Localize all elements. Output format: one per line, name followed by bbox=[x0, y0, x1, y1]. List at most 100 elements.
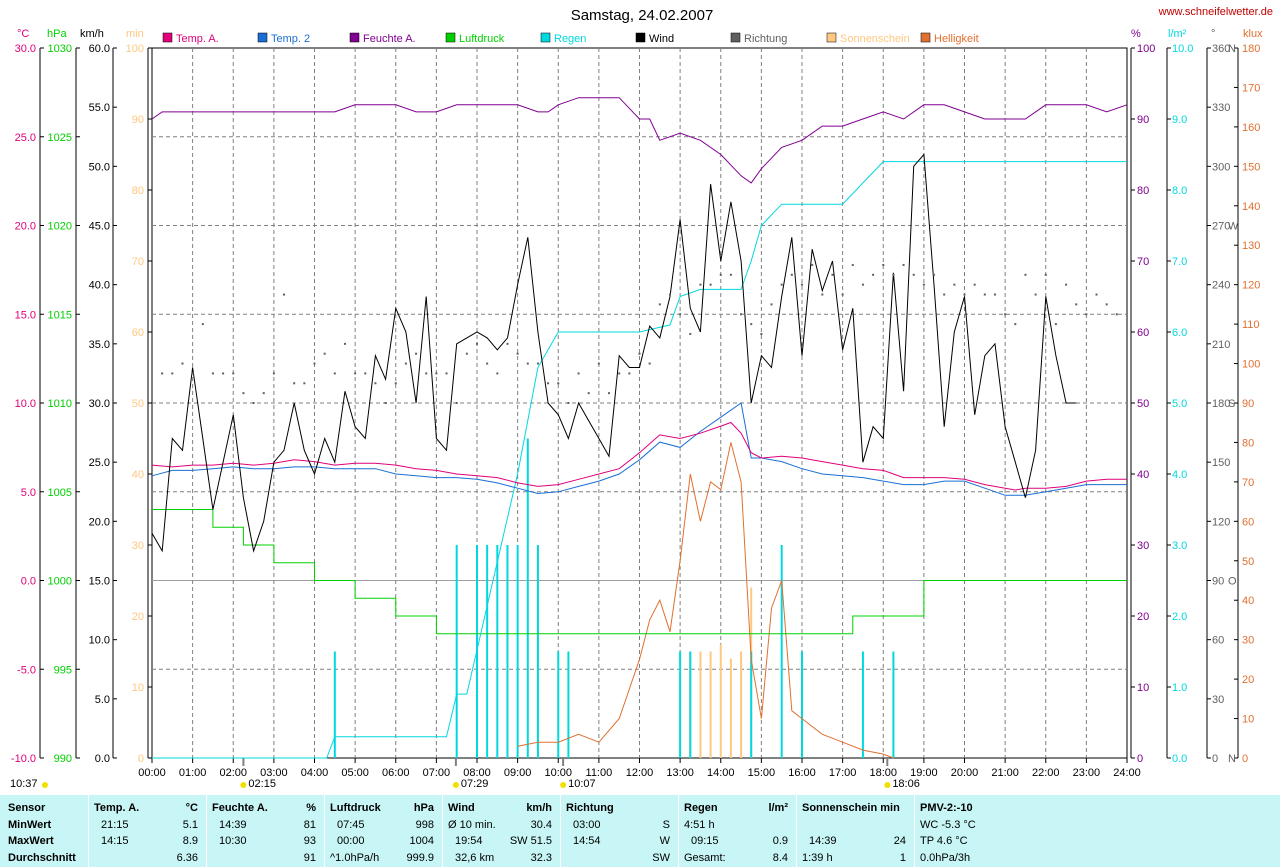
legend-label-hell: Helligkeit bbox=[934, 33, 979, 45]
axis-label-kmh: 60.0 bbox=[89, 43, 110, 55]
weather-chart: Samstag, 24.02.2007 www.schneifelwetter.… bbox=[10, 6, 1273, 790]
direction-point bbox=[283, 293, 286, 296]
stats-time: ^1.0hPa/h bbox=[330, 852, 380, 864]
axis-label-klux: 50 bbox=[1242, 556, 1254, 568]
stats-value: 1004 bbox=[409, 835, 434, 847]
legend-label-feuchte: Feuchte A. bbox=[363, 33, 416, 45]
direction-point bbox=[374, 382, 377, 385]
direction-point bbox=[912, 273, 915, 276]
site-link[interactable]: www.schneifelwetter.de bbox=[1158, 6, 1273, 18]
stats-time: 00:00 bbox=[337, 835, 365, 847]
direction-point bbox=[770, 303, 773, 306]
stats-value: 30.4 bbox=[530, 819, 552, 831]
axis-label-hpa: 1000 bbox=[48, 576, 72, 588]
direction-point bbox=[394, 382, 397, 385]
stats-pmv: PMV-2:-10 WC -5.3 °C TP 4.6 °C 0.0hPa/3h bbox=[915, 795, 1035, 867]
axis-unit-labels: °C hPa km/h min % l/m² ° klux bbox=[17, 28, 1263, 40]
direction-point bbox=[354, 372, 357, 375]
axis-label-rain: 7.0 bbox=[1172, 256, 1187, 268]
axis-label-hpa: 1015 bbox=[48, 309, 72, 321]
axis-label-rain: 0.0 bbox=[1172, 753, 1187, 765]
stats-time: 1:39 h bbox=[802, 852, 833, 864]
unit-temp: °C bbox=[17, 28, 29, 40]
direction-point bbox=[841, 293, 844, 296]
direction-point bbox=[577, 372, 580, 375]
x-tick-label: 17:00 bbox=[829, 767, 857, 779]
axis-label-deg: 210 bbox=[1212, 339, 1230, 351]
axis-label-kmh: 5.0 bbox=[95, 694, 110, 706]
axis-label-deg: 150 bbox=[1212, 457, 1230, 469]
series-regen bbox=[152, 161, 1127, 759]
axis-label-pct: 60 bbox=[1137, 327, 1149, 339]
legend-swatch-richtung bbox=[730, 32, 741, 43]
stats-value: 999.9 bbox=[406, 852, 434, 864]
stats-regen-title: Regen bbox=[684, 802, 718, 814]
direction-point bbox=[740, 313, 743, 316]
legend-label-wind: Wind bbox=[649, 33, 674, 45]
stats-richtung: Richtung 03:00 S 14:54 W SW bbox=[561, 795, 678, 867]
direction-point bbox=[1095, 293, 1098, 296]
stats-value: 8.4 bbox=[772, 852, 788, 864]
direction-point bbox=[790, 273, 793, 276]
direction-point bbox=[993, 293, 996, 296]
direction-point bbox=[882, 263, 885, 266]
axis-label-hpa: 1025 bbox=[48, 132, 72, 144]
axis-label-temp: 0.0 bbox=[21, 576, 36, 588]
axis-label-klux: 0 bbox=[1242, 753, 1248, 765]
stats-value: 0.9 bbox=[772, 835, 788, 847]
axis-label-klux: 140 bbox=[1242, 201, 1260, 213]
stats-value: 93 bbox=[303, 835, 316, 847]
axis-label-deg: 60 bbox=[1212, 635, 1224, 647]
unit-hpa: hPa bbox=[47, 28, 67, 40]
axis-label-kmh: 10.0 bbox=[89, 635, 110, 647]
axis-label-pct: 80 bbox=[1137, 185, 1149, 197]
direction-point bbox=[780, 283, 783, 286]
stats-feuchte: Feuchte A. % 14:39 81 10:30 93 91 bbox=[207, 795, 324, 867]
axis-label-klux: 70 bbox=[1242, 477, 1254, 489]
axis-label-klux: 120 bbox=[1242, 280, 1260, 292]
direction-point bbox=[171, 372, 174, 375]
legend-swatch-feuchte bbox=[349, 32, 360, 43]
stats-sonne: Sonnenschein min 14:39 24 1:39 h 1 bbox=[797, 795, 914, 867]
axis-label-deg: 0 bbox=[1212, 753, 1218, 765]
direction-point bbox=[303, 382, 306, 385]
current-time-label: 10:37 bbox=[10, 778, 38, 790]
axis-label-kmh: 0.0 bbox=[95, 753, 110, 765]
series-luftdruck bbox=[152, 509, 1127, 635]
direction-point bbox=[404, 362, 407, 365]
direction-point bbox=[608, 392, 611, 395]
direction-point bbox=[161, 372, 164, 375]
direction-point bbox=[1044, 273, 1047, 276]
statistics-panel: Sensor MinWert MaxWert Durchschnitt Temp… bbox=[0, 795, 1280, 867]
axis-label-kmh: 45.0 bbox=[89, 221, 110, 233]
legend-swatch-temp_2 bbox=[257, 32, 268, 43]
series-temp-a bbox=[151, 421, 1127, 491]
axis-label-pct: 0 bbox=[1137, 753, 1143, 765]
direction-point bbox=[983, 293, 986, 296]
axis-label-klux: 40 bbox=[1242, 595, 1254, 607]
direction-point bbox=[902, 263, 905, 266]
stats-temp: Temp. A. °C 21:15 5.1 14:15 8.9 6.36 bbox=[89, 795, 206, 867]
axis-label-temp: 5.0 bbox=[21, 487, 36, 499]
axis-label-rain: 2.0 bbox=[1172, 611, 1187, 623]
x-tick-label: 07:00 bbox=[423, 767, 451, 779]
stats-time: 4:51 h bbox=[684, 819, 715, 831]
direction-point bbox=[750, 323, 753, 326]
direction-point bbox=[821, 293, 824, 296]
axis-label-kmh: 50.0 bbox=[89, 161, 110, 173]
axis-label-rain: 8.0 bbox=[1172, 185, 1187, 197]
stats-luftdruck: Luftdruck hPa 07:45 998 00:00 1004 ^1.0h… bbox=[325, 795, 442, 867]
y-axes: 30.025.020.015.010.05.00.0-5.0-10.010301… bbox=[11, 43, 1260, 765]
axis-label-klux: 60 bbox=[1242, 516, 1254, 528]
stats-value: WC -5.3 °C bbox=[920, 819, 976, 831]
axis-label-temp: 15.0 bbox=[15, 309, 36, 321]
direction-point bbox=[872, 273, 875, 276]
direction-point bbox=[506, 342, 509, 345]
axis-label-klux: 30 bbox=[1242, 635, 1254, 647]
direction-point bbox=[333, 372, 336, 375]
x-tick-label: 23:00 bbox=[1073, 767, 1101, 779]
stats-time: 09:15 bbox=[691, 835, 719, 847]
stats-richtung-title: Richtung bbox=[566, 802, 614, 814]
direction-point bbox=[668, 293, 671, 296]
direction-point bbox=[455, 402, 458, 404]
